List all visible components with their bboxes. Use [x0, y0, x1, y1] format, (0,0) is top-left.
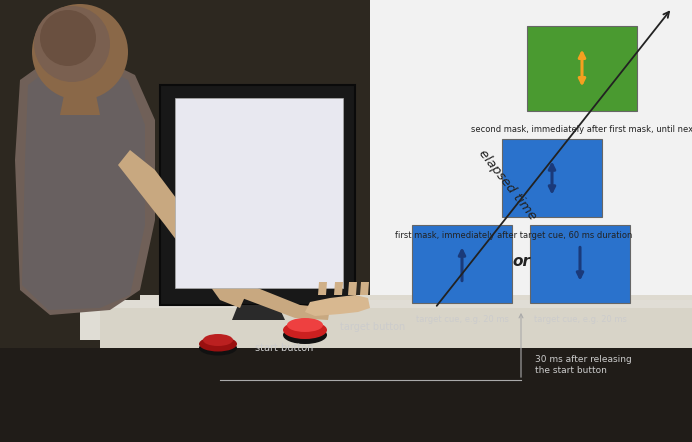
Text: first mask, immediately after target cue, 60 ms duration: first mask, immediately after target cue…	[395, 231, 632, 240]
Polygon shape	[348, 282, 357, 295]
Polygon shape	[60, 90, 100, 115]
Bar	[502, 139, 602, 217]
Ellipse shape	[199, 340, 237, 355]
Bar	[527, 26, 637, 110]
Ellipse shape	[287, 318, 323, 332]
Polygon shape	[318, 282, 327, 295]
Ellipse shape	[203, 334, 233, 346]
Circle shape	[34, 6, 110, 82]
Text: elapsed time: elapsed time	[477, 147, 540, 223]
Bar	[0, 348, 692, 442]
Polygon shape	[305, 295, 370, 316]
Ellipse shape	[283, 326, 327, 344]
Polygon shape	[100, 308, 692, 348]
Text: target cue, e.g. 20 ms: target cue, e.g. 20 ms	[416, 315, 509, 324]
Polygon shape	[15, 55, 155, 315]
Polygon shape	[22, 62, 145, 310]
Bar	[412, 225, 512, 303]
Bar	[175, 98, 343, 288]
Text: or: or	[512, 255, 530, 270]
Circle shape	[40, 10, 96, 66]
Text: second mask, immediately after first mask, until next: second mask, immediately after first mas…	[471, 125, 692, 133]
Polygon shape	[334, 282, 343, 295]
Text: target cue, e.g. 20 ms: target cue, e.g. 20 ms	[534, 315, 626, 324]
Polygon shape	[220, 268, 330, 320]
Text: start button: start button	[255, 343, 313, 353]
Text: target button: target button	[340, 322, 406, 332]
Text: 30 ms after releasing
the start button: 30 ms after releasing the start button	[535, 355, 632, 375]
Ellipse shape	[199, 336, 237, 351]
Circle shape	[32, 4, 128, 100]
Polygon shape	[360, 282, 369, 295]
Polygon shape	[118, 150, 248, 308]
Bar	[370, 0, 692, 310]
Polygon shape	[80, 300, 692, 340]
Bar	[530, 225, 630, 303]
Ellipse shape	[283, 321, 327, 339]
Bar	[160, 85, 355, 305]
Polygon shape	[232, 305, 285, 320]
Polygon shape	[140, 295, 692, 330]
